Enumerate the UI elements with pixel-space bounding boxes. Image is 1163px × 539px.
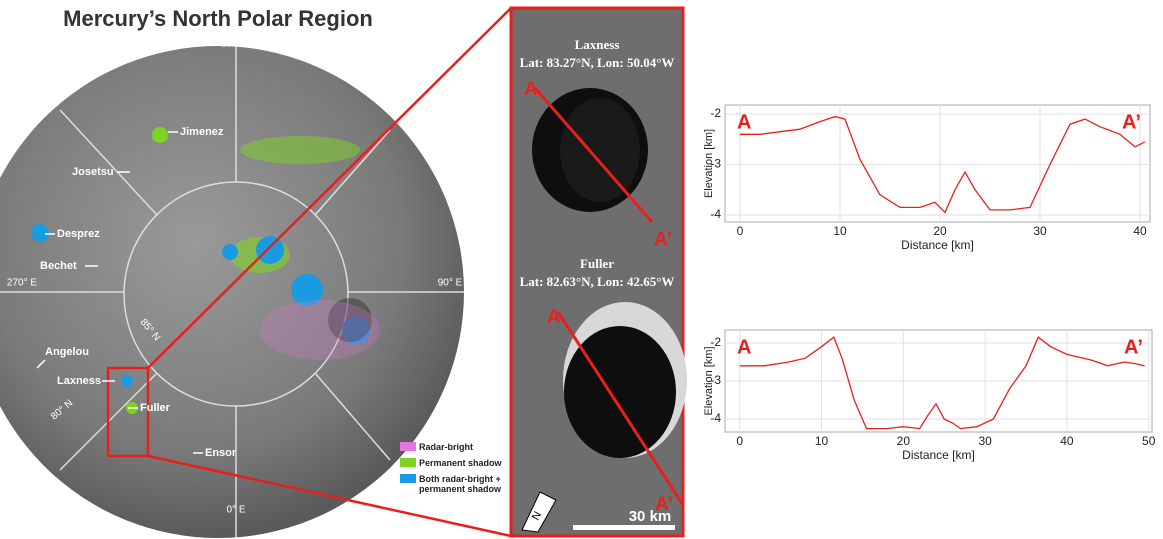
crater-coords: Lat: 82.63°N, Lon: 42.65°W — [520, 274, 675, 289]
x-tick-label: 40 — [1133, 224, 1147, 238]
legend-item: Permanent shadow — [400, 458, 505, 468]
crater-label: Bechet — [40, 260, 77, 272]
profile-start: A — [737, 111, 751, 133]
crater-label: Angelou — [45, 346, 89, 358]
figure-svg: Mercury’s North Polar Region 180° E 90° E… — [0, 0, 1163, 539]
map-title: Mercury’s North Polar Region — [63, 6, 373, 31]
scale-label: 30 km — [629, 508, 672, 525]
x-tick-label: 20 — [933, 224, 947, 238]
x-tick-label: 30 — [978, 434, 992, 448]
legend-item: Both radar-bright + permanent shadow — [400, 474, 505, 494]
longitude-label: 90° E — [438, 278, 463, 289]
crater-shadow — [560, 98, 640, 202]
x-tick-label: 40 — [1060, 434, 1074, 448]
legend-item: Radar-bright — [400, 442, 505, 452]
profile-start: A — [524, 79, 538, 100]
legend-swatch — [400, 458, 416, 467]
crater-label: Josetsu — [72, 166, 114, 178]
profile-end: A’ — [1122, 111, 1141, 133]
crater-label: Fuller — [140, 402, 171, 414]
x-axis-label: Distance [km] — [902, 448, 975, 462]
figure: Mercury’s North Polar Region 180° E 90° E… — [0, 0, 1163, 539]
x-tick-label: 50 — [1142, 434, 1156, 448]
y-axis-label: Elevation [km] — [703, 346, 715, 415]
y-tick-label: -4 — [710, 207, 721, 221]
x-tick-label: 10 — [833, 224, 847, 238]
x-tick-label: 0 — [736, 434, 743, 448]
y-tick-label: -2 — [710, 106, 721, 120]
longitude-label: 0° E — [226, 505, 245, 516]
x-axis-label: Distance [km] — [901, 238, 974, 252]
legend-label: Permanent shadow — [419, 458, 502, 468]
x-tick-label: 30 — [1033, 224, 1047, 238]
x-tick-label: 10 — [815, 434, 829, 448]
y-axis-label: Elevation [km] — [703, 129, 715, 198]
legend-swatch — [400, 474, 416, 483]
profile-end: A’ — [1124, 336, 1143, 358]
legend-swatch — [400, 442, 416, 451]
map-legend: Radar-bright Permanent shadow Both radar-b… — [400, 442, 505, 500]
crater-name: Laxness — [575, 37, 620, 52]
x-tick-label: 0 — [737, 224, 744, 238]
scale-bar — [573, 525, 675, 530]
longitude-label: 270° E — [7, 278, 37, 289]
profile-end: A’ — [654, 229, 672, 250]
crater-label: Jimenez — [180, 126, 224, 138]
crater-name: Fuller — [580, 256, 614, 271]
crater-label: Laxness — [57, 375, 101, 387]
crater-label: Desprez — [57, 228, 100, 240]
longitude-label: 180° E — [221, 39, 251, 50]
profile-start: A — [547, 307, 561, 328]
crater-coords: Lat: 83.27°N, Lon: 50.04°W — [520, 55, 675, 70]
legend-label: Both radar-bright + permanent shadow — [419, 474, 505, 494]
legend-label: Radar-bright — [419, 442, 473, 452]
crater-label: Ensor — [205, 447, 237, 459]
profile-start: A — [737, 336, 751, 358]
x-tick-label: 20 — [897, 434, 911, 448]
